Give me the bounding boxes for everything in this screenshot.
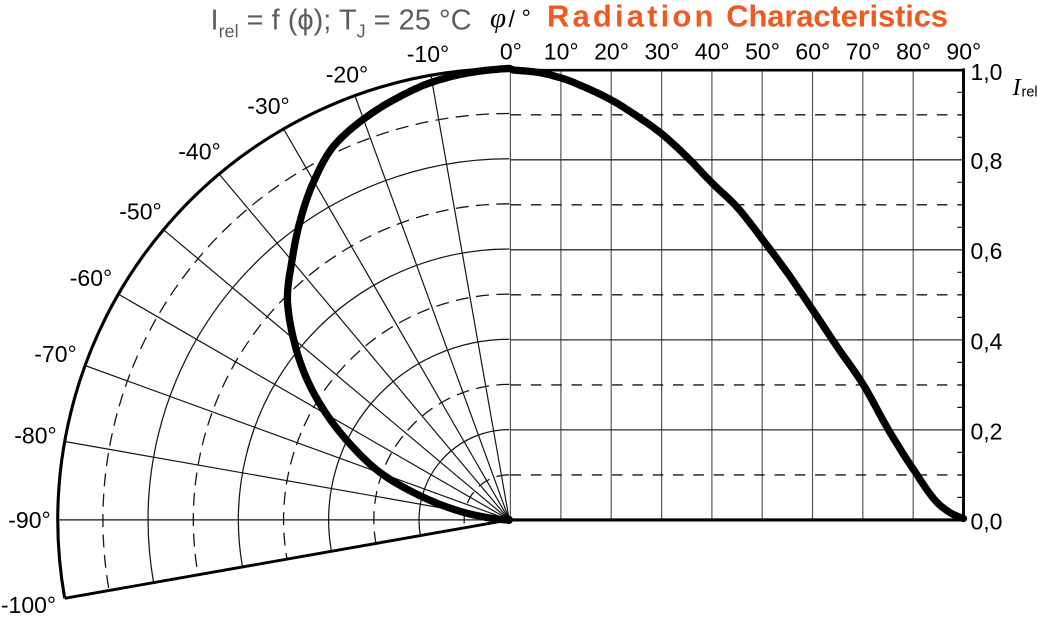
svg-text:-70°: -70° — [34, 341, 76, 367]
svg-text:-30°: -30° — [247, 93, 289, 119]
svg-text:0,0: 0,0 — [971, 508, 1003, 534]
svg-text:0,8: 0,8 — [971, 148, 1003, 174]
svg-text:Characteristics: Characteristics — [726, 0, 948, 34]
svg-text:°: ° — [522, 5, 531, 31]
svg-text:-80°: -80° — [14, 423, 56, 449]
svg-text:-100°: -100° — [1, 592, 56, 614]
svg-text:-40°: -40° — [178, 139, 220, 165]
svg-text:20°: 20° — [594, 39, 629, 65]
svg-text:Irel = f (ϕ); TJ = 25 °C: Irel = f (ϕ); TJ = 25 °C — [211, 4, 472, 41]
svg-text:rel: rel — [1022, 85, 1037, 101]
svg-text:1,0: 1,0 — [971, 59, 1003, 85]
svg-text:-50°: -50° — [119, 199, 161, 225]
svg-text:0,2: 0,2 — [971, 418, 1003, 444]
svg-text:0,6: 0,6 — [971, 238, 1003, 264]
svg-text:-60°: -60° — [70, 265, 112, 291]
svg-text:30°: 30° — [645, 39, 680, 65]
svg-text:10°: 10° — [544, 39, 579, 65]
svg-text:φ: φ — [490, 2, 506, 34]
svg-text:60°: 60° — [795, 39, 830, 65]
svg-text:70°: 70° — [846, 39, 881, 65]
svg-text:0,4: 0,4 — [971, 328, 1003, 354]
svg-text:40°: 40° — [695, 39, 730, 65]
svg-text:50°: 50° — [745, 39, 780, 65]
svg-text:0°: 0° — [500, 39, 522, 65]
svg-text:Radiation: Radiation — [547, 0, 713, 34]
svg-text:-10°: -10° — [407, 41, 449, 67]
svg-text:/: / — [509, 6, 516, 32]
svg-text:80°: 80° — [896, 39, 931, 65]
svg-text:-90°: -90° — [8, 507, 50, 533]
svg-text:-20°: -20° — [326, 62, 368, 88]
